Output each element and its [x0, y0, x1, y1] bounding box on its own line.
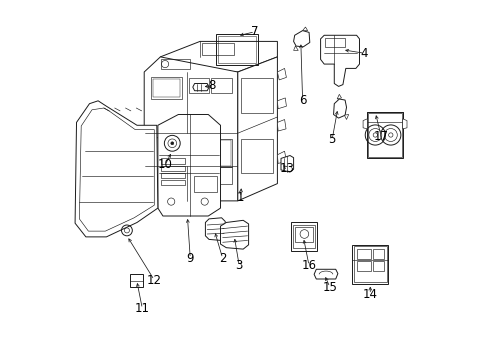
Text: 15: 15 [322, 281, 338, 294]
Text: 6: 6 [299, 94, 306, 107]
Bar [368, 112, 403, 158]
Text: 9: 9 [187, 252, 194, 265]
Polygon shape [238, 57, 277, 201]
Polygon shape [334, 99, 346, 118]
Polygon shape [314, 269, 338, 279]
Bar [291, 222, 317, 251]
Circle shape [171, 142, 174, 145]
Polygon shape [144, 57, 238, 201]
Bar [368, 113, 402, 157]
Bar [191, 167, 207, 184]
Polygon shape [294, 46, 298, 50]
Bar [196, 139, 232, 167]
Text: 3: 3 [236, 259, 243, 272]
Bar [162, 158, 185, 164]
Text: 8: 8 [208, 79, 216, 92]
Polygon shape [337, 94, 342, 99]
Polygon shape [277, 120, 286, 131]
Bar [198, 140, 231, 166]
Text: 13: 13 [280, 162, 295, 175]
Polygon shape [205, 218, 225, 240]
Polygon shape [220, 220, 248, 249]
Bar [216, 34, 258, 65]
Polygon shape [75, 101, 158, 237]
Bar [162, 173, 185, 178]
Bar [162, 59, 190, 69]
Polygon shape [281, 156, 294, 172]
Bar [241, 139, 273, 173]
Polygon shape [363, 119, 368, 129]
Bar [151, 77, 182, 99]
Text: 11: 11 [135, 302, 150, 315]
Polygon shape [277, 151, 286, 163]
Bar [373, 261, 384, 271]
Bar [294, 227, 313, 242]
Text: 4: 4 [361, 47, 368, 60]
Polygon shape [160, 41, 277, 72]
Text: 10: 10 [158, 158, 172, 171]
Polygon shape [193, 84, 209, 91]
Text: 5: 5 [328, 133, 336, 146]
Bar [218, 36, 256, 63]
Bar [241, 78, 273, 113]
Text: 16: 16 [301, 259, 317, 272]
Bar [130, 274, 144, 287]
Bar [153, 79, 180, 97]
Bar [202, 43, 234, 55]
Bar [150, 138, 190, 167]
Bar [368, 112, 403, 122]
Polygon shape [344, 114, 349, 120]
Bar [357, 249, 371, 259]
Bar [148, 137, 192, 168]
Bar [325, 38, 345, 47]
Bar [373, 249, 384, 259]
Bar [209, 167, 232, 184]
Text: 2: 2 [219, 252, 226, 265]
Text: 12: 12 [147, 274, 162, 287]
Bar [293, 225, 315, 248]
Bar [211, 78, 232, 93]
Polygon shape [158, 114, 220, 216]
Bar [162, 180, 185, 185]
Bar [189, 78, 209, 93]
Polygon shape [277, 68, 286, 80]
Polygon shape [320, 35, 360, 86]
Bar [354, 246, 387, 282]
Polygon shape [294, 31, 310, 47]
Text: 17: 17 [373, 130, 389, 143]
Text: 14: 14 [363, 288, 378, 301]
Bar [194, 176, 217, 192]
Polygon shape [403, 119, 407, 129]
Bar [357, 261, 371, 271]
Text: 7: 7 [251, 25, 259, 38]
Polygon shape [303, 27, 308, 31]
Bar [352, 245, 388, 284]
Bar [162, 166, 185, 171]
Polygon shape [277, 98, 286, 109]
Text: 1: 1 [237, 191, 245, 204]
